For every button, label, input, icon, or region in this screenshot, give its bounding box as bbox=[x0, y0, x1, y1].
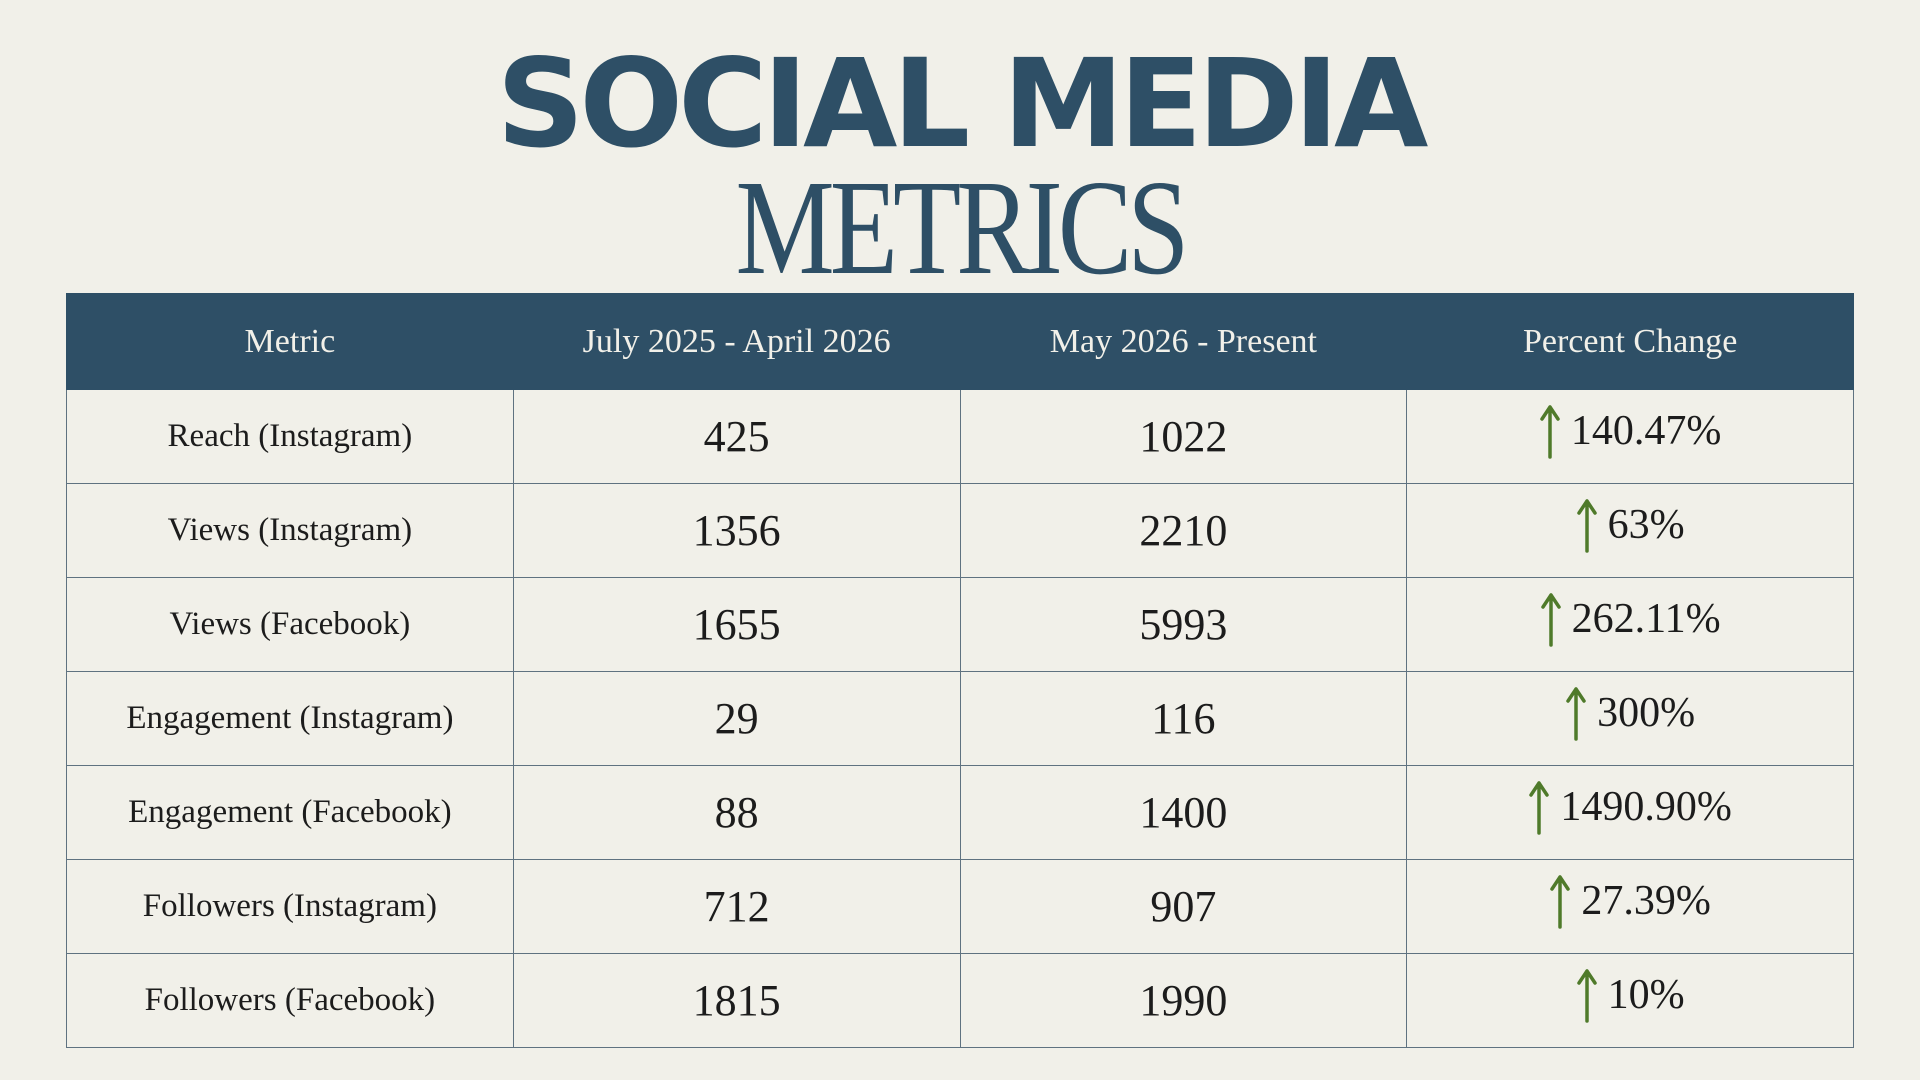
metrics-table: Metric July 2025 - April 2026 May 2026 -… bbox=[66, 293, 1854, 1048]
page-title: SOCIAL MEDIA bbox=[496, 33, 1429, 175]
up-arrow-icon bbox=[1540, 591, 1562, 647]
percent-change-cell: 63% bbox=[1406, 483, 1854, 578]
percent-change-value: 1490.90% bbox=[1560, 784, 1732, 830]
before-value-cell: 29 bbox=[512, 671, 961, 766]
metric-name-cell: Followers (Facebook) bbox=[66, 953, 514, 1048]
metric-name-cell: Engagement (Instagram) bbox=[66, 671, 514, 766]
percent-change-cell: 140.47% bbox=[1406, 389, 1854, 484]
header-row: Metric July 2025 - April 2026 May 2026 -… bbox=[66, 293, 1854, 390]
percent-change-cell: 27.39% bbox=[1406, 859, 1854, 954]
column-header-percent-change: Percent Change bbox=[1406, 293, 1854, 390]
percent-change-value: 27.39% bbox=[1581, 878, 1711, 924]
column-header-before-period: July 2025 - April 2026 bbox=[512, 293, 961, 390]
table-row: Engagement (Instagram) 29 116 300% bbox=[66, 671, 1854, 766]
metric-name-cell: Followers (Instagram) bbox=[66, 859, 514, 954]
percent-change-cell: 262.11% bbox=[1406, 577, 1854, 672]
table-header: Metric July 2025 - April 2026 May 2026 -… bbox=[66, 293, 1854, 390]
table-row: Followers (Instagram) 712 907 27.39% bbox=[66, 859, 1854, 954]
up-arrow-icon bbox=[1576, 967, 1598, 1023]
metric-name-cell: Views (Instagram) bbox=[66, 483, 514, 578]
up-arrow-icon bbox=[1576, 497, 1598, 553]
percent-change-value: 10% bbox=[1607, 972, 1685, 1018]
before-value-cell: 1655 bbox=[512, 577, 961, 672]
after-value-cell: 116 bbox=[959, 671, 1408, 766]
up-arrow-icon bbox=[1549, 873, 1571, 929]
after-value-cell: 5993 bbox=[959, 577, 1408, 672]
metric-name-cell: Views (Facebook) bbox=[66, 577, 514, 672]
before-value-cell: 1815 bbox=[512, 953, 961, 1048]
before-value-cell: 425 bbox=[512, 389, 961, 484]
metric-name-cell: Reach (Instagram) bbox=[66, 389, 514, 484]
percent-change-cell: 1490.90% bbox=[1406, 765, 1854, 860]
table-body: Reach (Instagram) 425 1022 140.47% Views… bbox=[66, 389, 1854, 1048]
table-row: Followers (Facebook) 1815 1990 10% bbox=[66, 953, 1854, 1048]
before-value-cell: 712 bbox=[512, 859, 961, 954]
up-arrow-icon bbox=[1528, 779, 1550, 835]
page-subtitle: METRICS bbox=[735, 153, 1190, 303]
after-value-cell: 2210 bbox=[959, 483, 1408, 578]
after-value-cell: 1400 bbox=[959, 765, 1408, 860]
percent-change-value: 262.11% bbox=[1571, 596, 1721, 642]
table-row: Views (Facebook) 1655 5993 262.11% bbox=[66, 577, 1854, 672]
percent-change-value: 140.47% bbox=[1570, 408, 1722, 454]
before-value-cell: 1356 bbox=[512, 483, 961, 578]
after-value-cell: 1022 bbox=[959, 389, 1408, 484]
percent-change-value: 300% bbox=[1597, 690, 1696, 736]
table-row: Reach (Instagram) 425 1022 140.47% bbox=[66, 389, 1854, 484]
table-row: Views (Instagram) 1356 2210 63% bbox=[66, 483, 1854, 578]
table-row: Engagement (Facebook) 88 1400 1490.90% bbox=[66, 765, 1854, 860]
column-header-after-period: May 2026 - Present bbox=[959, 293, 1408, 390]
after-value-cell: 907 bbox=[959, 859, 1408, 954]
up-arrow-icon bbox=[1565, 685, 1587, 741]
after-value-cell: 1990 bbox=[959, 953, 1408, 1048]
column-header-metric: Metric bbox=[66, 293, 514, 390]
percent-change-cell: 10% bbox=[1406, 953, 1854, 1048]
metric-name-cell: Engagement (Facebook) bbox=[66, 765, 514, 860]
up-arrow-icon bbox=[1539, 403, 1561, 459]
percent-change-cell: 300% bbox=[1406, 671, 1854, 766]
before-value-cell: 88 bbox=[512, 765, 961, 860]
percent-change-value: 63% bbox=[1607, 502, 1685, 548]
